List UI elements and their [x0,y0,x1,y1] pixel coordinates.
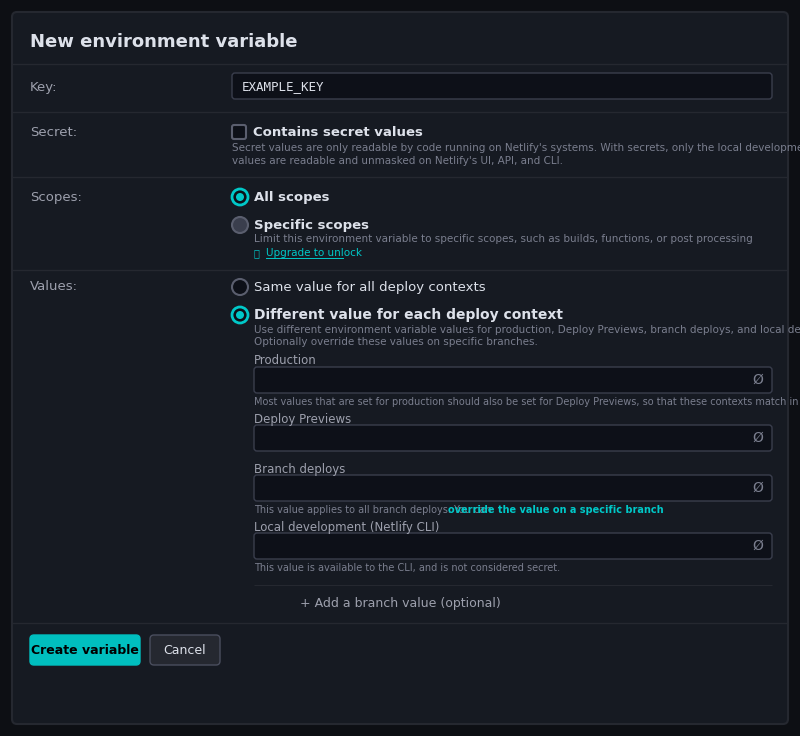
Text: Deploy Previews: Deploy Previews [254,412,351,425]
Text: Upgrade to unlock: Upgrade to unlock [266,248,362,258]
FancyBboxPatch shape [254,475,772,501]
FancyBboxPatch shape [254,367,772,393]
FancyBboxPatch shape [30,635,140,665]
FancyBboxPatch shape [150,635,220,665]
Text: Use different environment variable values for production, Deploy Previews, branc: Use different environment variable value… [254,325,800,335]
Text: Branch deploys: Branch deploys [254,462,346,475]
Circle shape [232,279,248,295]
Text: Most values that are set for production should also be set for Deploy Previews, : Most values that are set for production … [254,397,800,407]
Text: Ø: Ø [753,539,763,553]
Text: Ø: Ø [753,373,763,387]
FancyBboxPatch shape [254,533,772,559]
Text: All scopes: All scopes [254,191,330,203]
Text: Create variable: Create variable [31,643,139,657]
Text: override the value on a specific branch: override the value on a specific branch [448,505,664,515]
Text: Ø: Ø [753,481,763,495]
Text: Different value for each deploy context: Different value for each deploy context [254,308,563,322]
FancyBboxPatch shape [232,73,772,99]
Circle shape [232,217,248,233]
Text: This value applies to all branch deploys. You can: This value applies to all branch deploys… [254,505,494,515]
Text: This value is available to the CLI, and is not considered secret.: This value is available to the CLI, and … [254,563,560,573]
Text: Secret values are only readable by code running on Netlify's systems. With secre: Secret values are only readable by code … [232,143,800,153]
Text: Production: Production [254,355,317,367]
Circle shape [232,189,248,205]
Text: 🔒: 🔒 [254,248,260,258]
Circle shape [236,311,244,319]
Text: + Add a branch value (optional): + Add a branch value (optional) [300,596,500,609]
Text: Scopes:: Scopes: [30,191,82,203]
Text: Optionally override these values on specific branches.: Optionally override these values on spec… [254,337,538,347]
FancyBboxPatch shape [254,425,772,451]
FancyBboxPatch shape [232,125,246,139]
Text: Cancel: Cancel [164,643,206,657]
Text: Secret:: Secret: [30,126,77,138]
Text: Specific scopes: Specific scopes [254,219,369,232]
Text: EXAMPLE_KEY: EXAMPLE_KEY [242,80,325,93]
Text: Limit this environment variable to specific scopes, such as builds, functions, o: Limit this environment variable to speci… [254,234,753,244]
Text: New environment variable: New environment variable [30,33,298,51]
FancyBboxPatch shape [12,12,788,724]
Text: Contains secret values: Contains secret values [253,126,423,138]
Circle shape [232,307,248,323]
Text: Key:: Key: [30,80,58,93]
Text: Same value for all deploy contexts: Same value for all deploy contexts [254,280,486,294]
Text: Ø: Ø [753,431,763,445]
Text: Local development (Netlify CLI): Local development (Netlify CLI) [254,520,439,534]
Text: values are readable and unmasked on Netlify's UI, API, and CLI.: values are readable and unmasked on Netl… [232,156,563,166]
Text: Values:: Values: [30,280,78,294]
Circle shape [236,193,244,201]
